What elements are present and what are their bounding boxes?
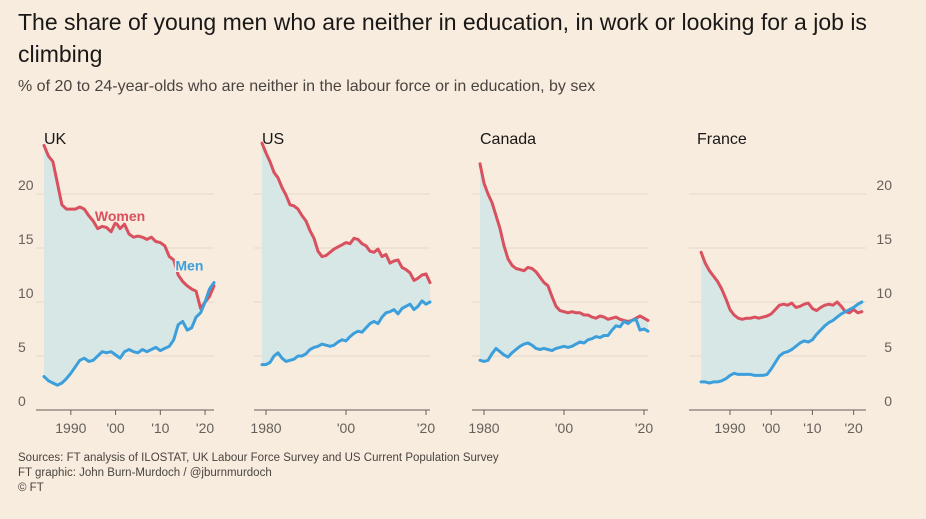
x-tick-label: 1980 (468, 420, 499, 436)
y-tick-label: 10 (876, 285, 892, 301)
y-tick-label: 20 (18, 177, 34, 193)
small-multiples-chart: UK 0 5 10 15 20 1990 '00 '10 '20 Women Men US 1980 '00… (18, 131, 892, 436)
y-tick-label: 5 (884, 339, 892, 355)
panel-title: UK (44, 131, 67, 148)
x-tick-label: '00 (106, 420, 124, 436)
x-tick-label: '20 (196, 420, 214, 436)
x-tick-label: '00 (762, 420, 780, 436)
y-tick-label: 15 (18, 231, 34, 247)
gap-area (44, 145, 214, 386)
x-tick-label: '10 (151, 420, 169, 436)
y-tick-label: 15 (876, 231, 892, 247)
panel-title: US (262, 131, 284, 148)
gap-area (701, 252, 862, 383)
gap-area (480, 163, 648, 362)
chart-footer: Sources: FT analysis of ILOSTAT, UK Labo… (18, 451, 499, 496)
x-tick-label: '20 (417, 420, 435, 436)
y-tick-label: 0 (18, 393, 26, 409)
x-tick-label: 1990 (714, 420, 745, 436)
series-label-men: Men (175, 258, 203, 274)
women-line (260, 141, 432, 285)
sources-note: Sources: FT analysis of ILOSTAT, UK Labo… (18, 452, 499, 464)
x-tick-label: '20 (845, 420, 863, 436)
y-tick-label: 5 (18, 339, 26, 355)
men-line (699, 300, 864, 385)
panel-title: France (697, 131, 747, 148)
men-line (478, 317, 650, 363)
women-line (699, 250, 864, 321)
copyright-note: © FT (18, 482, 44, 494)
gap-area (262, 143, 430, 365)
x-tick-label: '10 (803, 420, 821, 436)
x-tick-label: '00 (337, 420, 355, 436)
y-tick-label: 20 (876, 177, 892, 193)
men-line (42, 281, 216, 387)
chart-title: The share of young men who are neither i… (18, 9, 867, 67)
x-tick-label: 1990 (55, 420, 86, 436)
panel-title: Canada (480, 131, 536, 148)
x-tick-label: '00 (555, 420, 573, 436)
x-tick-label: '20 (635, 420, 653, 436)
women-line (42, 143, 216, 310)
women-line (478, 162, 650, 323)
y-tick-label: 0 (884, 393, 892, 409)
series-label-women: Women (95, 208, 145, 224)
y-tick-label: 10 (18, 285, 34, 301)
men-line (260, 299, 432, 367)
chart-subtitle: % of 20 to 24-year-olds who are neither … (18, 78, 596, 95)
graphic-credit: FT graphic: John Burn-Murdoch / @jburnmu… (18, 467, 272, 479)
x-tick-label: 1980 (250, 420, 281, 436)
